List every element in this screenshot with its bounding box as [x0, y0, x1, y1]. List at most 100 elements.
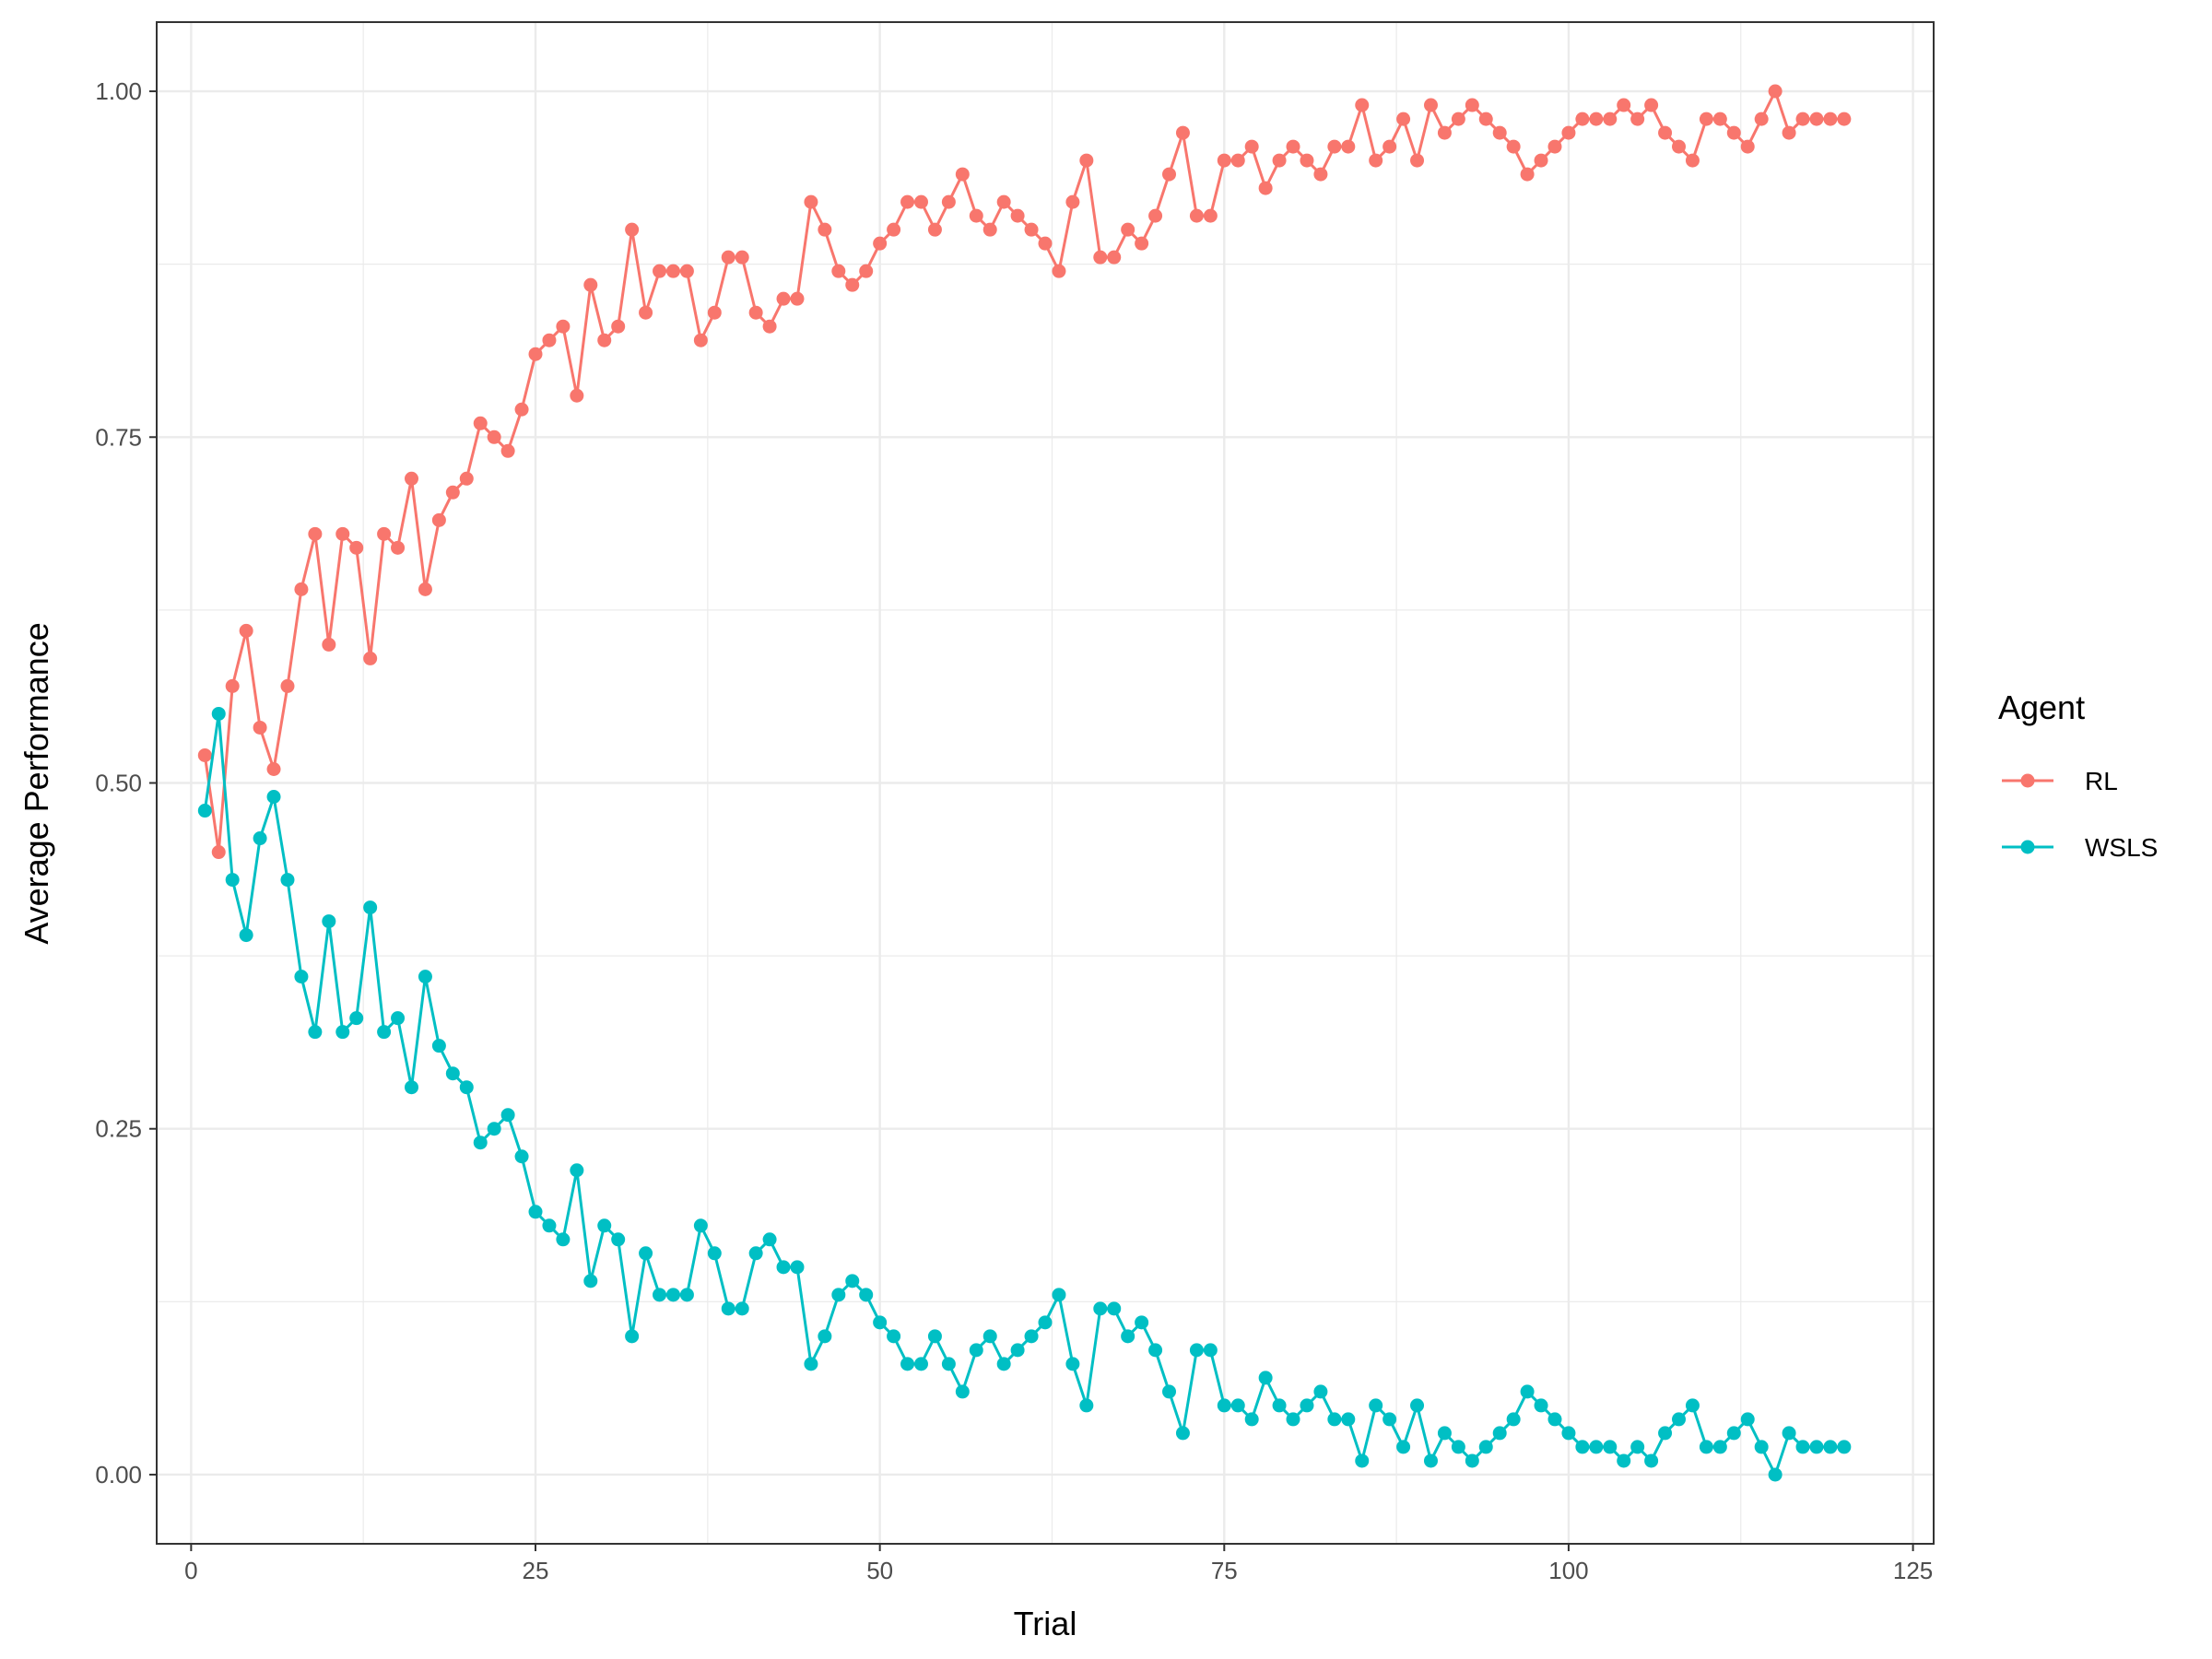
data-point-wsls — [735, 1301, 749, 1316]
data-point-wsls — [1189, 1343, 1204, 1358]
data-point-rl — [1065, 194, 1080, 209]
data-point-wsls — [308, 1025, 323, 1040]
x-tick-label: 75 — [1211, 1557, 1238, 1584]
data-point-wsls — [1038, 1315, 1053, 1330]
data-point-rl — [1369, 153, 1383, 168]
data-point-rl — [831, 264, 846, 278]
data-point-rl — [514, 402, 529, 417]
data-point-rl — [500, 443, 515, 458]
data-point-rl — [1382, 139, 1397, 154]
data-point-wsls — [611, 1232, 626, 1247]
data-point-wsls — [473, 1135, 488, 1150]
data-point-wsls — [211, 706, 226, 721]
data-point-rl — [1300, 153, 1314, 168]
data-point-rl — [349, 540, 364, 555]
data-point-wsls — [913, 1357, 928, 1371]
data-point-wsls — [404, 1080, 418, 1095]
data-point-rl — [431, 512, 446, 527]
data-point-wsls — [1809, 1440, 1824, 1454]
data-point-rl — [459, 471, 474, 486]
data-point-rl — [1809, 112, 1824, 126]
data-point-rl — [1230, 153, 1245, 168]
data-point-wsls — [1685, 1398, 1700, 1413]
data-point-rl — [473, 416, 488, 430]
data-point-rl — [969, 208, 983, 223]
data-point-rl — [1658, 125, 1673, 140]
data-point-rl — [1437, 125, 1452, 140]
legend-item-rl: RL — [2002, 767, 2118, 795]
data-point-rl — [239, 623, 253, 638]
data-point-wsls — [1272, 1398, 1287, 1413]
data-point-rl — [322, 637, 336, 652]
data-point-wsls — [1644, 1453, 1659, 1468]
data-point-wsls — [1837, 1440, 1852, 1454]
data-point-rl — [693, 333, 708, 347]
data-point-rl — [721, 250, 735, 265]
data-point-rl — [1189, 208, 1204, 223]
data-point-wsls — [941, 1357, 956, 1371]
data-point-rl — [1079, 153, 1094, 168]
data-point-rl — [266, 761, 281, 776]
data-point-wsls — [831, 1288, 846, 1302]
data-point-rl — [1547, 139, 1562, 154]
data-point-wsls — [1754, 1440, 1769, 1454]
data-point-wsls — [1561, 1426, 1576, 1441]
data-point-rl — [611, 319, 626, 334]
data-point-rl — [1258, 181, 1273, 195]
data-point-rl — [1341, 139, 1356, 154]
data-point-rl — [1010, 208, 1025, 223]
data-point-wsls — [266, 790, 281, 805]
data-point-rl — [900, 194, 915, 209]
data-point-rl — [1644, 98, 1659, 112]
legend-item-wsls: WSLS — [2002, 833, 2158, 862]
data-point-wsls — [762, 1232, 777, 1247]
data-point-wsls — [1520, 1384, 1535, 1399]
data-point-wsls — [1658, 1426, 1673, 1441]
data-point-wsls — [859, 1288, 874, 1302]
data-point-rl — [1672, 139, 1687, 154]
data-point-rl — [1203, 208, 1218, 223]
data-point-wsls — [1603, 1440, 1618, 1454]
data-point-wsls — [1589, 1440, 1604, 1454]
data-point-rl — [1162, 167, 1177, 182]
data-point-wsls — [500, 1108, 515, 1123]
data-point-rl — [1175, 125, 1190, 140]
data-point-rl — [639, 305, 653, 320]
y-tick-label: 0.75 — [95, 423, 142, 451]
data-point-rl — [679, 264, 694, 278]
data-point-rl — [1423, 98, 1438, 112]
data-point-rl — [859, 264, 874, 278]
data-point-rl — [1107, 250, 1122, 265]
data-point-rl — [1823, 112, 1838, 126]
data-point-wsls — [1437, 1426, 1452, 1441]
x-tick-label: 0 — [184, 1557, 197, 1584]
data-point-wsls — [514, 1149, 529, 1164]
data-point-wsls — [1699, 1440, 1713, 1454]
data-point-wsls — [322, 914, 336, 929]
data-point-wsls — [1327, 1412, 1342, 1427]
data-point-rl — [625, 222, 640, 237]
data-point-wsls — [583, 1274, 598, 1288]
data-point-wsls — [804, 1357, 818, 1371]
data-point-rl — [1396, 112, 1411, 126]
data-point-wsls — [1547, 1412, 1562, 1427]
data-point-rl — [1795, 112, 1810, 126]
data-point-rl — [363, 651, 378, 665]
data-point-rl — [377, 526, 392, 541]
major-gridlines — [157, 22, 1934, 1544]
legend-key-point-rl — [2020, 773, 2035, 788]
data-point-wsls — [1492, 1426, 1507, 1441]
data-point-rl — [1217, 153, 1231, 168]
data-point-wsls — [1382, 1412, 1397, 1427]
data-point-wsls — [721, 1301, 735, 1316]
data-point-rl — [1024, 222, 1039, 237]
data-point-rl — [1148, 208, 1163, 223]
data-point-rl — [1327, 139, 1342, 154]
data-point-wsls — [1795, 1440, 1810, 1454]
legend-label-wsls: WSLS — [2085, 833, 2158, 862]
data-point-wsls — [1369, 1398, 1383, 1413]
data-point-rl — [542, 333, 557, 347]
data-point-wsls — [653, 1288, 667, 1302]
data-point-wsls — [1341, 1412, 1356, 1427]
data-point-wsls — [969, 1343, 983, 1358]
